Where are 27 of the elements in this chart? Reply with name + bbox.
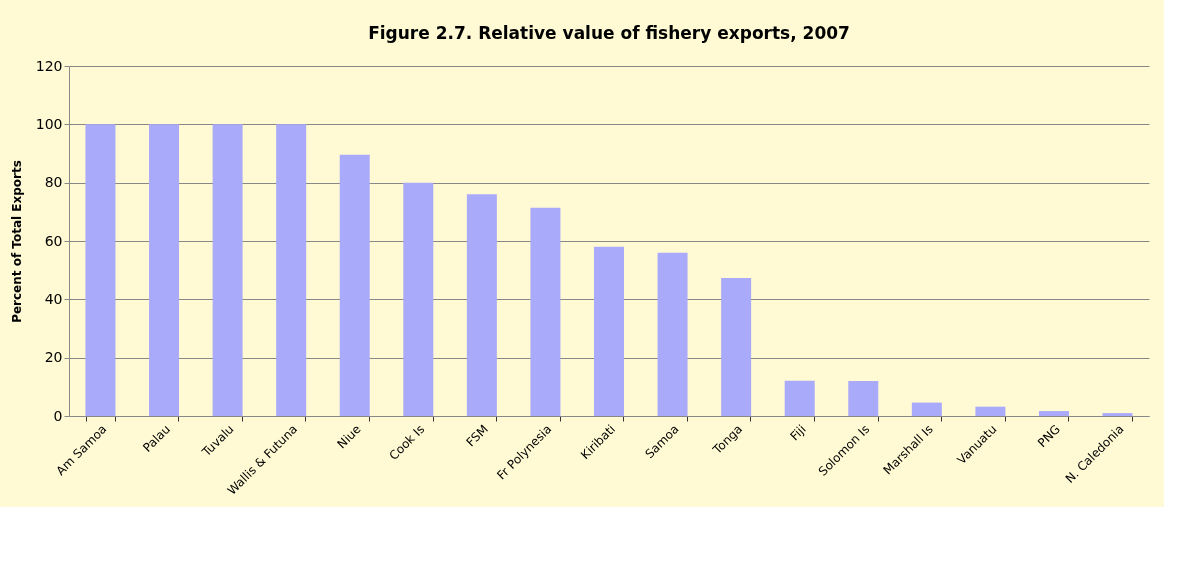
bar (1102, 413, 1133, 416)
bar (85, 124, 116, 416)
bar (466, 194, 497, 416)
x-tick-label: Fiji (787, 422, 809, 444)
bar (212, 124, 243, 416)
y-tick-label: 100 (35, 115, 63, 132)
y-axis-title: Percent of Total Exports (9, 160, 24, 323)
bar (657, 252, 688, 416)
y-tick-label: 60 (44, 232, 63, 249)
bar (594, 246, 624, 416)
bar (339, 154, 370, 416)
chart-title: Figure 2.7. Relative value of fishery exports, 2007 (368, 23, 850, 43)
y-tick-label: 0 (53, 407, 63, 424)
bar (911, 402, 942, 416)
y-tick-label: 80 (44, 174, 63, 191)
y-tick-label: 40 (44, 290, 63, 307)
bar (1038, 411, 1069, 416)
bar (721, 278, 752, 416)
bar (848, 381, 879, 416)
bar (403, 182, 434, 416)
bar (276, 124, 307, 416)
bar (975, 406, 1006, 416)
bar (530, 207, 561, 416)
y-tick-label: 20 (44, 349, 63, 366)
y-tick-label: 120 (35, 57, 63, 74)
bar (784, 380, 815, 416)
bar (149, 124, 180, 416)
